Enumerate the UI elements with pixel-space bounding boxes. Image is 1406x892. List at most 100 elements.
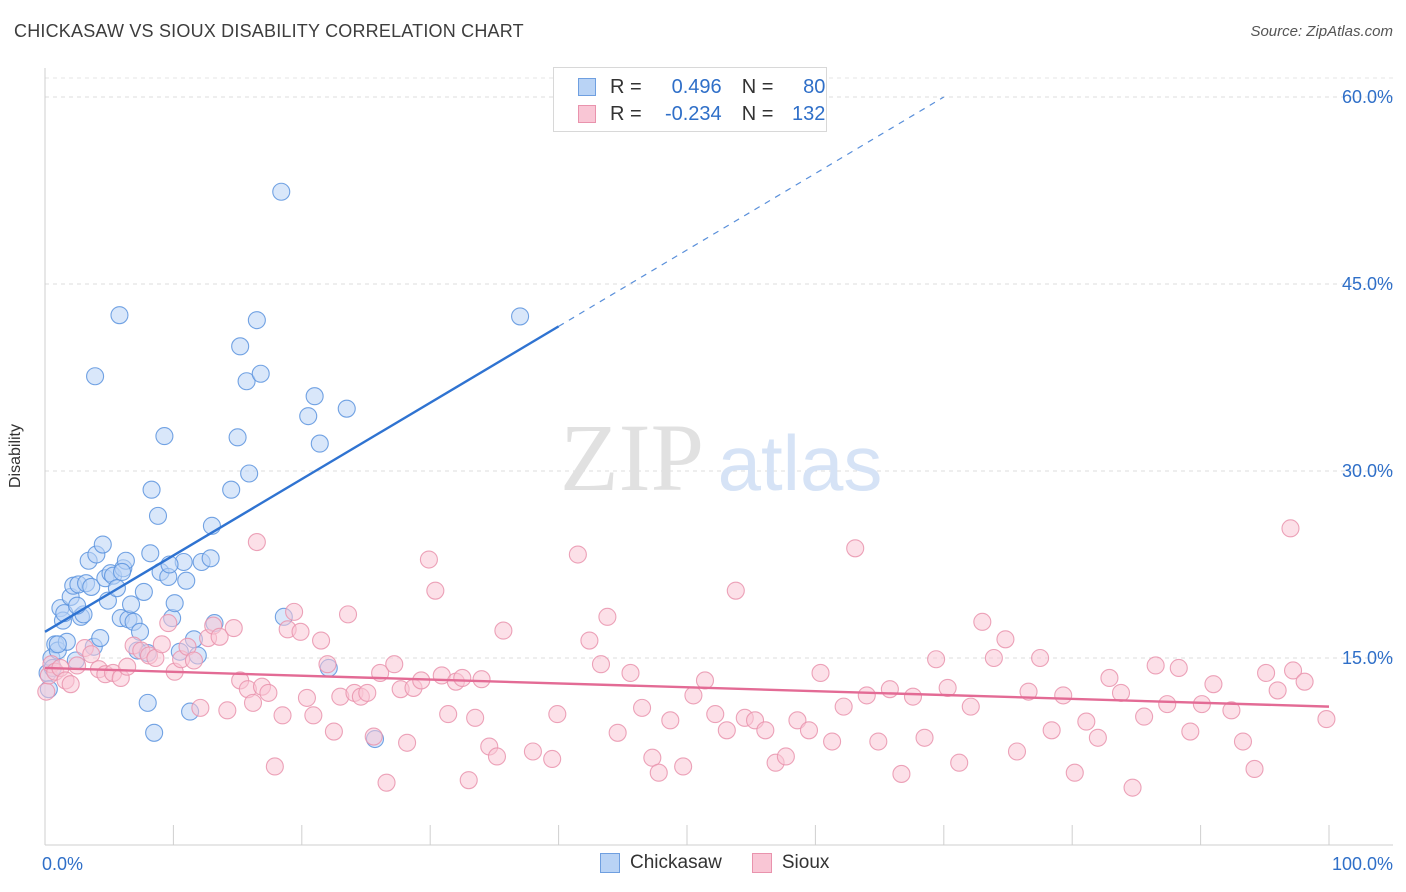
data-point-sioux [811, 663, 830, 683]
data-point-chickasaw [121, 595, 141, 614]
data-point-chickasaw [337, 399, 356, 418]
data-point-sioux [82, 645, 101, 664]
data-point-chickasaw [141, 544, 160, 563]
data-point-sioux [684, 686, 703, 705]
data-point-sioux [1268, 681, 1287, 700]
data-point-sioux [118, 657, 137, 676]
data-point-sioux [1169, 658, 1188, 678]
data-point-sioux [543, 749, 562, 769]
data-point-sioux [633, 698, 652, 717]
data-point-chickasaw [299, 407, 318, 426]
data-point-sioux [1054, 686, 1073, 705]
data-point-sioux [950, 753, 969, 772]
data-point-sioux [776, 747, 795, 766]
data-point-sioux [695, 671, 715, 690]
data-point-sioux [1111, 683, 1131, 702]
data-point-sioux [903, 687, 923, 706]
data-point-sioux [857, 686, 876, 705]
series-label-chickasaw: Chickasaw [630, 852, 722, 873]
data-point-sioux [385, 655, 404, 674]
data-point-sioux [377, 773, 396, 792]
y-tick-label: 45.0% [1342, 274, 1393, 294]
data-point-chickasaw [86, 367, 105, 386]
data-point-chickasaw [247, 311, 266, 330]
data-point-sioux [324, 722, 343, 741]
data-point-sioux [961, 697, 980, 716]
data-point-sioux [1042, 721, 1061, 740]
data-point-sioux [338, 605, 358, 624]
data-points [37, 182, 1336, 797]
data-point-sioux [398, 733, 417, 752]
data-point-sioux [927, 650, 946, 669]
data-point-sioux [756, 721, 775, 740]
data-point-sioux [466, 708, 485, 727]
data-point-sioux [358, 683, 377, 702]
x-tick-label-min: 0.0% [42, 854, 83, 874]
y-tick-label: 60.0% [1342, 87, 1393, 107]
data-point-chickasaw [48, 635, 67, 654]
data-point-chickasaw [201, 549, 220, 568]
watermark-atlas: atlas [718, 419, 883, 507]
series-sioux [37, 519, 1336, 797]
data-point-sioux [259, 683, 278, 702]
data-point-sioux [419, 550, 438, 569]
data-point-sioux [1031, 648, 1050, 668]
data-point-chickasaw [240, 464, 259, 483]
data-point-sioux [1245, 759, 1264, 779]
x-tick-label-max: 100.0% [1332, 854, 1393, 874]
data-point-chickasaw [511, 307, 530, 326]
data-point-chickasaw [138, 693, 157, 712]
data-point-chickasaw [310, 434, 329, 453]
data-point-sioux [453, 668, 472, 687]
watermark: ZIP atlas [560, 404, 882, 511]
data-point-chickasaw [110, 306, 129, 325]
data-point-sioux [1100, 668, 1119, 687]
data-point-sioux [152, 635, 171, 654]
data-point-chickasaw [155, 427, 174, 446]
data-point-sioux [297, 688, 316, 707]
data-point-chickasaw [237, 372, 256, 391]
data-point-sioux [273, 706, 292, 725]
data-point-sioux [788, 711, 807, 730]
data-point-sioux [915, 728, 934, 747]
data-point-sioux [580, 631, 599, 650]
data-point-chickasaw [82, 577, 101, 596]
data-point-sioux [285, 602, 304, 621]
data-point-sioux [661, 711, 680, 730]
data-point-chickasaw [251, 364, 270, 383]
data-point-chickasaw [145, 723, 164, 742]
data-point-sioux [598, 607, 617, 626]
data-point-chickasaw [165, 594, 184, 613]
tick-labels: 15.0% 30.0% 45.0% 60.0% 0.0% 100.0% [42, 87, 1393, 874]
data-point-sioux [568, 545, 587, 564]
data-point-sioux [318, 655, 337, 674]
data-point-sioux [68, 656, 87, 675]
data-point-sioux [846, 539, 865, 558]
data-point-sioux [717, 721, 736, 740]
series-legend-chickasaw: Chickasaw [600, 852, 722, 874]
trend-lines [44, 96, 1330, 708]
data-point-sioux [1135, 707, 1154, 726]
data-point-sioux [247, 533, 266, 552]
data-point-sioux [996, 630, 1015, 649]
data-point-chickasaw [134, 582, 153, 601]
axes [44, 68, 1393, 846]
data-point-sioux [312, 631, 331, 650]
data-point-sioux [184, 651, 203, 670]
legend-r-label: R = [610, 75, 642, 98]
data-point-sioux [591, 655, 611, 674]
data-point-chickasaw [228, 428, 247, 447]
data-point-sioux [892, 764, 911, 783]
data-point-sioux [265, 757, 284, 776]
data-point-sioux [1065, 763, 1084, 782]
data-point-sioux [304, 706, 323, 725]
grid-lines [45, 77, 1393, 659]
data-point-sioux [726, 581, 745, 600]
legend-n-label: N = [741, 102, 774, 125]
chart-title: CHICKASAW VS SIOUX DISABILITY CORRELATIO… [14, 21, 524, 41]
data-point-sioux [523, 742, 542, 761]
data-point-sioux [643, 748, 662, 767]
legend-swatch-sioux [578, 105, 596, 123]
series-legend-sioux: Sioux [751, 852, 829, 874]
data-point-sioux [1317, 710, 1336, 729]
